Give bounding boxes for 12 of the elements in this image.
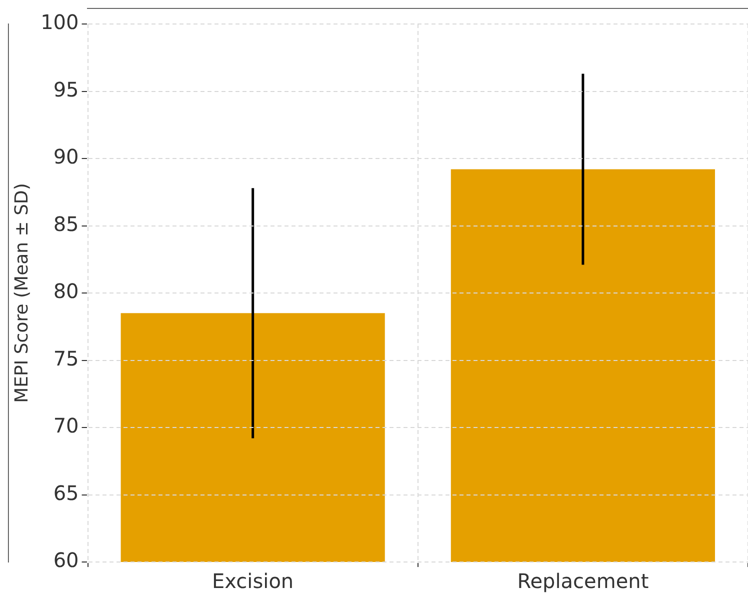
y-tick-label: 95	[53, 77, 79, 102]
y-axis-title: MEPI Score (Mean ± SD)	[11, 183, 32, 403]
y-tick-label: 90	[53, 144, 79, 169]
x-tick-label: Replacement	[517, 569, 649, 594]
y-tick-label: 70	[53, 414, 79, 438]
y-tick-label: 80	[53, 279, 79, 304]
y-tick-label: 85	[53, 212, 79, 236]
x-tick-label: Excision	[212, 569, 294, 594]
y-tick-label: 60	[53, 548, 79, 572]
y-tick-label: 75	[53, 346, 79, 370]
y-tick-label: 65	[53, 480, 79, 505]
y-tick-label: 100	[40, 10, 79, 34]
